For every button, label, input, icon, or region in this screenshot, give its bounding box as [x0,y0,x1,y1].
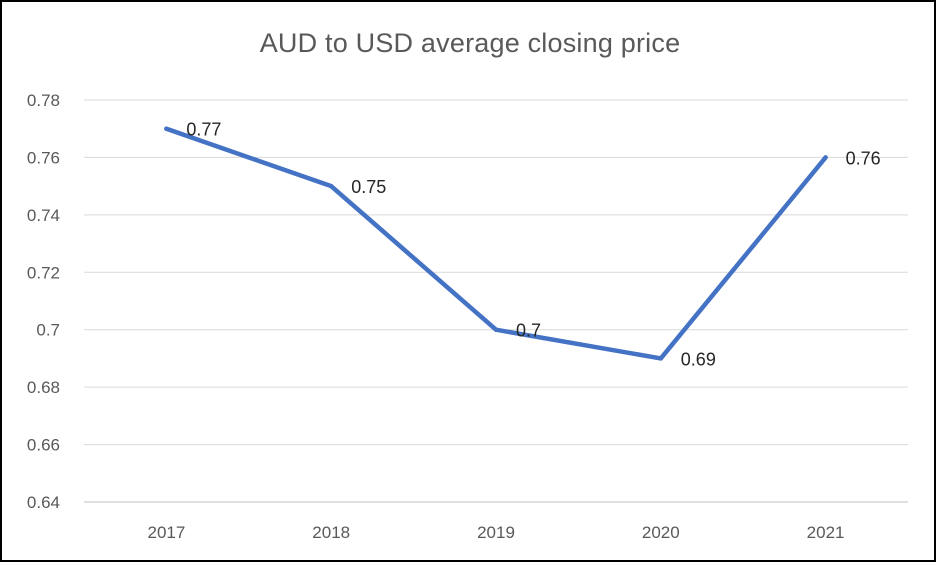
data-point [493,327,499,332]
data-point [329,183,334,189]
x-tick-label: 2019 [477,523,515,542]
y-tick-label: 0.64 [27,493,60,512]
data-label: 0.69 [681,349,716,369]
data-point [823,155,828,160]
y-tick-label: 0.66 [27,436,60,455]
x-tick-label: 2020 [642,523,680,542]
y-tick-label: 0.72 [27,263,60,282]
data-label: 0.77 [186,120,221,140]
y-tick-label: 0.76 [27,148,60,167]
y-tick-label: 0.74 [27,206,60,225]
data-point [658,356,663,361]
x-tick-label: 2021 [807,523,845,542]
x-tick-label: 2017 [147,523,185,542]
y-tick-label: 0.68 [27,378,60,397]
x-tick-label: 2018 [312,523,350,542]
data-label: 0.76 [846,148,881,168]
y-tick-label: 0.7 [36,321,60,340]
data-label: 0.75 [351,177,386,197]
data-label: 0.7 [516,321,541,341]
chart-title: AUD to USD average closing price [259,28,681,58]
y-tick-label: 0.78 [27,91,60,110]
series-line [164,126,828,361]
data-point [164,126,169,131]
